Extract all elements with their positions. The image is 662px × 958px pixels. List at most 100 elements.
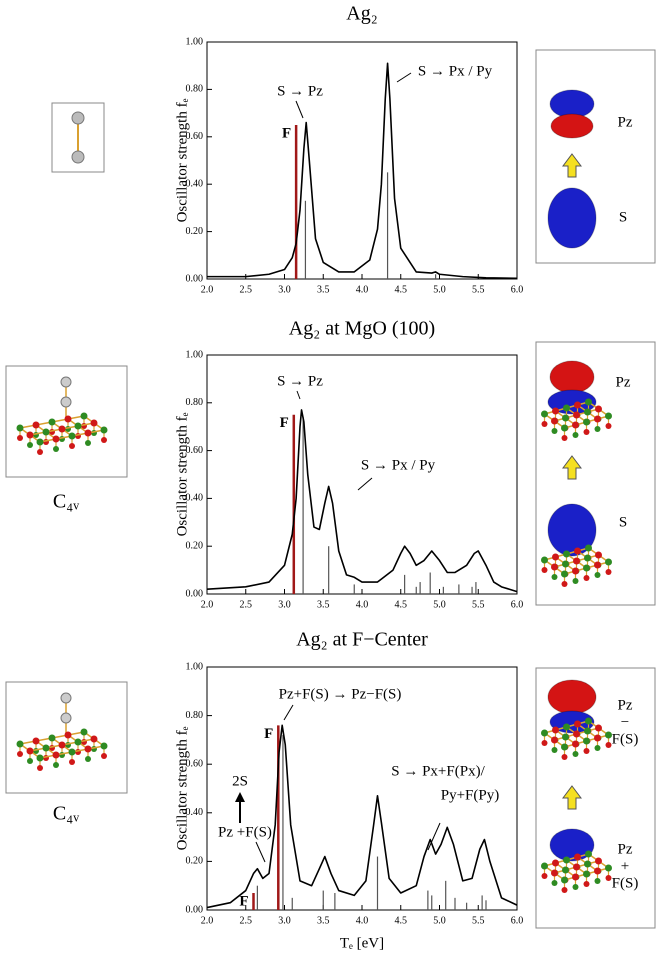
f-label: F (282, 125, 291, 141)
atom (61, 693, 71, 703)
orbital-label: Pz (618, 841, 633, 857)
y-axis-label: Oscillator strength fₑ (174, 98, 190, 222)
atom (605, 865, 612, 872)
y-tick-label: 0.80 (186, 84, 204, 95)
atom (72, 112, 84, 124)
atom (33, 738, 40, 745)
atom (27, 758, 33, 764)
atom (552, 574, 558, 580)
y-axis-label: Oscillator strength fₑ (174, 726, 190, 850)
annotation: S → Px / Py (361, 457, 436, 473)
atom (17, 435, 23, 441)
atom (542, 740, 548, 746)
atom (59, 426, 66, 433)
atom (17, 741, 24, 748)
atom (574, 721, 581, 728)
atom (562, 754, 568, 760)
atom (605, 559, 612, 566)
atom (37, 755, 44, 762)
orbital-label: Pz (618, 697, 633, 713)
atom (584, 728, 591, 735)
atom (552, 408, 559, 415)
atom (595, 725, 602, 732)
atom (33, 422, 40, 429)
y-tick-label: 1.00 (186, 36, 204, 47)
annotation: Pz+F(S) → Pz−F(S) (279, 686, 402, 702)
y-tick-label: 0.60 (186, 758, 204, 769)
atom (552, 727, 559, 734)
atom (584, 861, 591, 868)
x-tick-label: 3.0 (278, 284, 291, 295)
x-tick-label: 3.0 (278, 599, 291, 610)
atom (61, 713, 71, 723)
atom (585, 851, 592, 858)
x-tick-label: 5.5 (472, 599, 485, 610)
atom (49, 735, 56, 742)
atom (606, 875, 612, 881)
chart-title: Ag₂ (346, 3, 377, 25)
annotation: Py+F(Py) (441, 787, 499, 803)
atom (572, 741, 579, 748)
atom (552, 880, 558, 886)
x-tick-label: 2.0 (201, 915, 214, 926)
atom (81, 729, 88, 736)
atom (69, 433, 76, 440)
symmetry-label: C₄ᵥ (53, 491, 79, 513)
atom (594, 735, 601, 742)
atom (572, 874, 579, 881)
symmetry-label: C₄ᵥ (53, 803, 79, 825)
atom (583, 565, 590, 572)
y-tick-label: 0.20 (186, 226, 204, 237)
atom (85, 430, 92, 437)
atom (562, 887, 568, 893)
orbital (548, 188, 596, 248)
atom (563, 405, 570, 412)
y-tick-label: 0.00 (186, 904, 204, 915)
x-tick-label: 2.0 (201, 599, 214, 610)
atom (541, 411, 548, 418)
atom (72, 151, 84, 163)
atom (584, 748, 590, 754)
atom (69, 749, 76, 756)
atom (61, 397, 71, 407)
atom (573, 864, 580, 871)
atom (27, 432, 34, 439)
y-tick-label: 1.00 (186, 349, 204, 360)
atom (101, 753, 107, 759)
atom (562, 435, 568, 441)
x-tick-label: 4.0 (356, 915, 369, 926)
atom (573, 432, 579, 438)
atom (37, 765, 43, 771)
x-tick-label: 2.5 (240, 915, 253, 926)
atom (17, 425, 24, 432)
atom (65, 732, 72, 739)
atom (541, 730, 548, 737)
atom (595, 552, 602, 559)
x-tick-label: 3.5 (317, 284, 330, 295)
annotation: 2S (232, 773, 248, 789)
atom (552, 428, 558, 434)
atom (551, 418, 558, 425)
atom (53, 762, 59, 768)
atom (85, 756, 91, 762)
x-tick-label: 5.5 (472, 915, 485, 926)
atom (542, 421, 548, 427)
atom (75, 423, 82, 430)
atom (573, 731, 580, 738)
x-tick-label: 2.5 (240, 284, 253, 295)
orbital-label: S (619, 209, 627, 225)
atom (595, 878, 601, 884)
orbital-label: F(S) (612, 875, 639, 891)
orbital-label: + (621, 858, 629, 874)
atom (53, 436, 60, 443)
x-tick-label: 2.0 (201, 284, 214, 295)
atom (85, 440, 91, 446)
atom (69, 443, 75, 449)
atom (551, 870, 558, 877)
leader-line (358, 478, 372, 490)
y-tick-label: 1.00 (186, 661, 204, 672)
leader-line (428, 823, 440, 850)
f-label: F (264, 726, 273, 742)
atom (53, 446, 59, 452)
atom (551, 564, 558, 571)
